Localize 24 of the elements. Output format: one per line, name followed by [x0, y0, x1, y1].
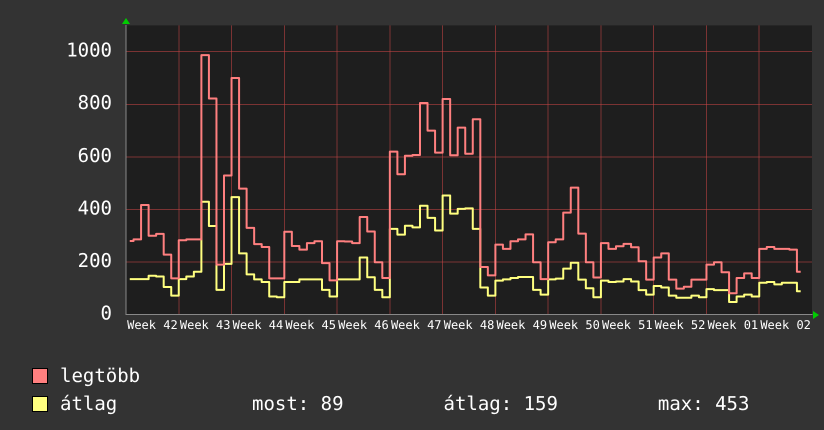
y-tick-label: 200: [78, 250, 112, 272]
x-tick-label: Week 45: [285, 318, 336, 332]
text: max: 453: [658, 392, 750, 417]
y-tick-label: 600: [78, 144, 112, 167]
x-tick-label: Week 50: [549, 318, 600, 332]
y-tick-label: 800: [78, 92, 112, 114]
x-tick-label: Week 48: [444, 318, 494, 332]
x-tick-label: Week 01: [708, 318, 758, 332]
x-tick-label: Week 52: [654, 318, 706, 332]
x-tick-label: Week 44: [232, 318, 284, 332]
y-tick-label: 0: [100, 302, 112, 325]
text: most: 89: [252, 392, 344, 417]
x-tick-label: Week 42: [127, 318, 178, 332]
x-tick-label: Week 47: [390, 318, 442, 332]
x-tick-label: Week 46: [338, 318, 389, 332]
y-tick-label: 400: [78, 197, 112, 220]
legend-label: legtöbb: [60, 364, 142, 389]
x-tick-label: Week 02: [760, 318, 811, 332]
x-tick-label: Week 49: [496, 318, 548, 332]
x-tick-label: Week 43: [180, 318, 230, 332]
y-tick-label: 1000: [66, 40, 112, 62]
legend-label: átlag: [60, 392, 118, 417]
text: átlag: 159: [444, 392, 558, 417]
x-tick-label: Week 51: [602, 318, 653, 332]
